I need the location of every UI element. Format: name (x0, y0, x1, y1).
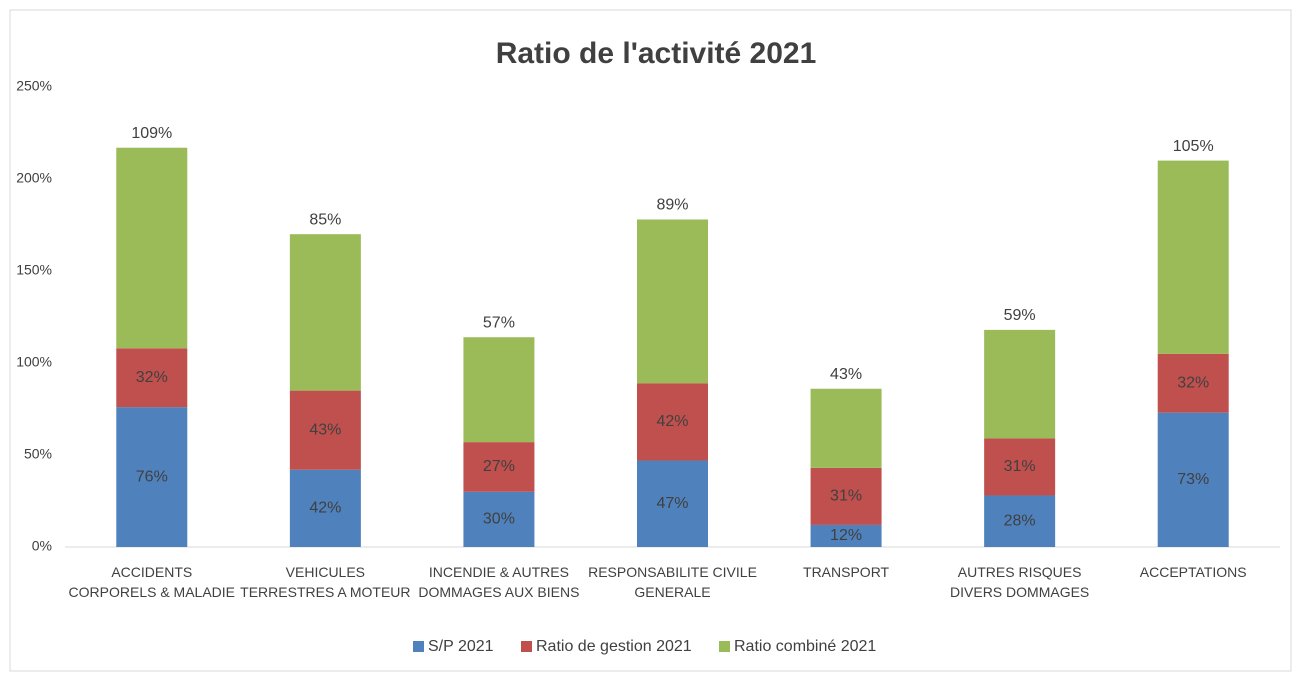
bar-segment (116, 407, 188, 547)
x-tick-label: VEHICULES TERRESTRES A MOTEUR (240, 564, 411, 600)
bar-segment (984, 329, 1056, 439)
data-label: 59% (1004, 307, 1036, 324)
y-tick-label: 0% (32, 538, 52, 554)
data-label: 109% (131, 125, 172, 142)
bar-segment (463, 442, 535, 492)
legend-swatch (521, 641, 532, 652)
legend-label: Ratio combiné 2021 (734, 638, 876, 655)
data-label: 43% (830, 366, 862, 383)
bar-segment (116, 147, 188, 349)
bar-segment (1157, 412, 1229, 547)
bar-segment (637, 219, 708, 384)
bar-segment (1157, 353, 1229, 413)
bar-segment (810, 467, 882, 525)
bar-segment (984, 495, 1056, 547)
data-label: 43% (309, 421, 341, 438)
y-tick-label: 250% (16, 78, 52, 94)
x-tick-label: ACCIDENTS CORPORELS & MALADIE (68, 564, 236, 600)
bar-segment (810, 388, 882, 468)
bar-segment (637, 460, 708, 547)
bar-segment (637, 383, 708, 461)
x-tick-label: AUTRES RISQUES DIVERS DOMMAGES (950, 564, 1090, 600)
y-tick-label: 100% (16, 354, 52, 370)
y-tick-label: 200% (16, 170, 52, 186)
data-label: 30% (483, 511, 515, 528)
data-label: 76% (136, 468, 168, 485)
bar-segment (289, 234, 361, 391)
legend-label: S/P 2021 (428, 638, 494, 655)
x-tick-label: RESPONSABILITE CIVILE GENERALE (588, 564, 757, 600)
data-label: 42% (309, 500, 341, 517)
data-label: 85% (309, 211, 341, 228)
legend-swatch (413, 641, 424, 652)
data-label: 89% (656, 197, 688, 214)
y-tick-label: 50% (24, 446, 52, 462)
bar-segment (463, 491, 535, 547)
data-label: 105% (1173, 138, 1214, 155)
legend-swatch (719, 641, 730, 652)
data-label: 57% (483, 314, 515, 331)
data-label: 73% (1177, 471, 1209, 488)
bar-segment (289, 469, 361, 547)
bar-segment (810, 524, 882, 547)
x-tick-label: ACCEPTATIONS (1139, 564, 1247, 580)
bar-segment (289, 390, 361, 470)
data-label: 27% (483, 458, 515, 475)
data-label: 28% (1004, 512, 1036, 529)
data-label: 47% (656, 495, 688, 512)
data-label: 42% (656, 413, 688, 430)
data-label: 31% (830, 488, 862, 505)
data-label: 12% (830, 527, 862, 544)
bar-segment (1157, 160, 1229, 354)
data-label: 32% (1177, 374, 1209, 391)
chart-border (9, 9, 1292, 672)
chart-title: Ratio de l'activité 2021 (496, 37, 817, 70)
bar-segment (116, 348, 188, 408)
x-tick-label: INCENDIE & AUTRES DOMMAGES AUX BIENS (418, 564, 580, 600)
legend-label: Ratio de gestion 2021 (536, 638, 692, 655)
x-tick-label: TRANSPORT (803, 564, 890, 580)
bar-segment (984, 438, 1056, 496)
data-label: 32% (136, 369, 168, 386)
data-label: 31% (1004, 458, 1036, 475)
bar-segment (463, 337, 535, 443)
y-tick-label: 150% (16, 262, 52, 278)
